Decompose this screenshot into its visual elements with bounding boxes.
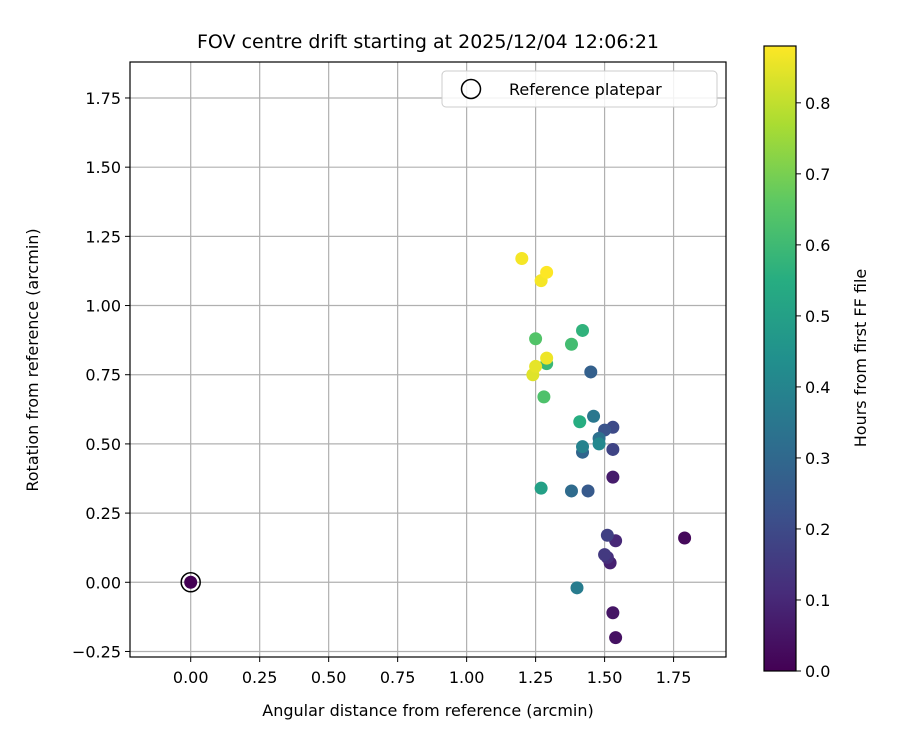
x-axis-label: Angular distance from reference (arcmin) xyxy=(262,701,593,720)
legend-box xyxy=(441,70,718,108)
y-tick-label: 0.50 xyxy=(85,435,121,454)
colorbar-tick-label: 0.0 xyxy=(805,662,830,681)
colorbar-tick-label: 0.6 xyxy=(805,236,830,255)
chart-title: FOV centre drift starting at 2025/12/04 … xyxy=(197,31,659,53)
data-point xyxy=(606,606,620,620)
y-tick-label: 1.00 xyxy=(85,297,121,316)
data-point xyxy=(564,484,578,498)
legend-label: Reference platepar xyxy=(509,80,662,99)
colorbar-tick-label: 0.7 xyxy=(805,165,830,184)
colorbar-tick-label: 0.5 xyxy=(805,307,830,326)
data-point xyxy=(581,484,595,498)
colorbar-label: Hours from first FF file xyxy=(851,269,870,448)
data-point xyxy=(529,359,543,373)
data-point xyxy=(573,415,587,429)
data-point xyxy=(600,528,614,542)
data-point xyxy=(598,548,612,562)
data-point xyxy=(529,332,543,346)
data-point xyxy=(678,531,692,545)
data-point xyxy=(184,575,198,589)
data-point xyxy=(537,390,551,404)
grid xyxy=(130,62,726,657)
colorbar-tick-label: 0.3 xyxy=(805,449,830,468)
y-axis-ticks: −0.25 0.00 0.25 0.50 0.75 1.00 1.25 1.50 1.75 xyxy=(72,89,130,661)
data-point xyxy=(606,470,620,484)
y-axis-label: Rotation from reference (arcmin) xyxy=(23,228,42,491)
y-tick-label: 1.50 xyxy=(85,158,121,177)
colorbar-tick-label: 0.2 xyxy=(805,520,830,539)
colorbar-tick-label: 0.1 xyxy=(805,591,830,610)
data-point xyxy=(606,442,620,456)
data-point xyxy=(570,581,584,595)
plot-frame xyxy=(129,61,727,658)
x-tick-label: 0.75 xyxy=(380,668,416,687)
x-tick-label: 1.75 xyxy=(656,668,692,687)
legend-marker xyxy=(460,78,482,100)
legend: Reference platepar xyxy=(441,70,718,108)
y-tick-label: 0.00 xyxy=(85,573,121,592)
colorbar: 0.0 0.1 0.2 0.3 0.4 0.5 0.6 0.7 0.8 Hours from f… xyxy=(763,45,870,681)
data-point xyxy=(576,323,590,337)
y-tick-label: 0.25 xyxy=(85,504,121,523)
colorbar-ticks: 0.0 0.1 0.2 0.3 0.4 0.5 0.6 0.7 0.8 xyxy=(796,94,830,681)
data-point xyxy=(576,440,590,454)
y-tick-label: 1.25 xyxy=(85,227,121,246)
x-tick-label: 0.00 xyxy=(173,668,209,687)
x-tick-label: 1.25 xyxy=(518,668,554,687)
data-point xyxy=(540,265,554,279)
y-tick-label: −0.25 xyxy=(72,642,121,661)
scatter-points xyxy=(180,251,692,645)
reference-marker xyxy=(180,572,201,593)
x-tick-label: 1.00 xyxy=(449,668,485,687)
colorbar-tick-label: 0.4 xyxy=(805,378,830,397)
colorbar-tick-label: 0.8 xyxy=(805,94,830,113)
x-tick-label: 0.50 xyxy=(311,668,347,687)
data-point xyxy=(587,409,601,423)
data-point xyxy=(592,437,606,451)
data-point xyxy=(515,251,529,265)
data-point xyxy=(609,631,623,645)
colorbar-gradient xyxy=(763,45,797,672)
x-tick-label: 0.25 xyxy=(242,668,278,687)
y-tick-label: 1.75 xyxy=(85,89,121,108)
y-tick-label: 0.75 xyxy=(85,366,121,385)
data-point xyxy=(534,481,548,495)
data-point xyxy=(564,337,578,351)
x-axis-ticks: 0.00 0.25 0.50 0.75 1.00 1.25 1.50 1.75 xyxy=(173,657,691,687)
data-point xyxy=(584,365,598,379)
x-tick-label: 1.50 xyxy=(587,668,623,687)
data-point xyxy=(540,351,554,365)
